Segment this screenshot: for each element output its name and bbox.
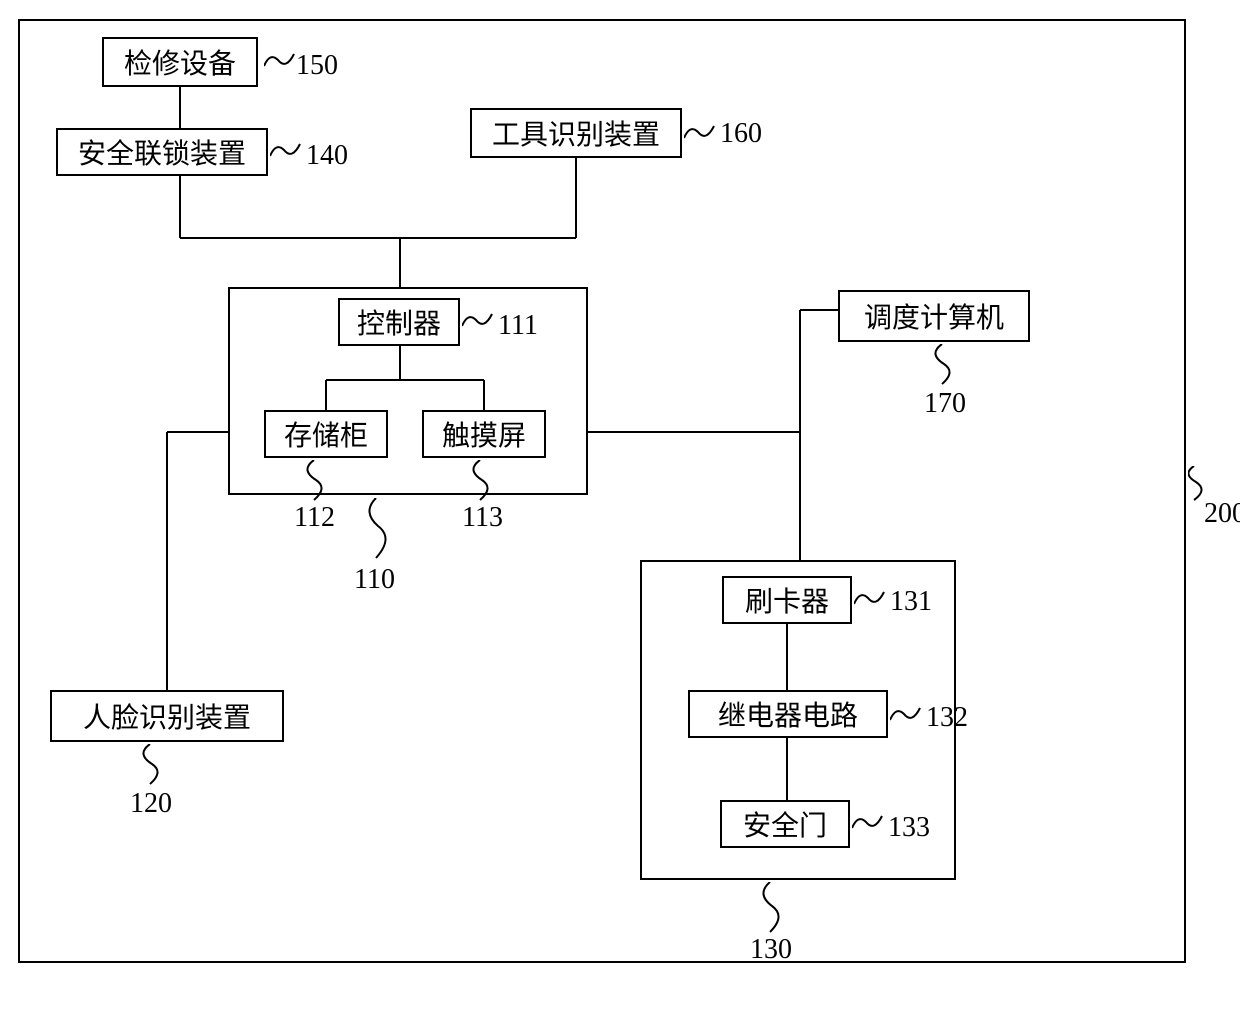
node-120: 人脸识别装置 — [50, 690, 284, 742]
ref-label-112: 112 — [294, 502, 335, 534]
node-113: 触摸屏 — [422, 410, 546, 458]
node-label-133: 安全门 — [743, 804, 827, 844]
node-133: 安全门 — [720, 800, 850, 848]
node-label-160: 工具识别装置 — [492, 113, 660, 153]
ref-label-120: 120 — [130, 788, 172, 820]
ref-label-130: 130 — [750, 934, 792, 966]
node-label-140: 安全联锁装置 — [78, 132, 246, 172]
node-160: 工具识别装置 — [470, 108, 682, 158]
node-112: 存储柜 — [264, 410, 388, 458]
node-label-170: 调度计算机 — [864, 296, 1004, 336]
node-label-120: 人脸识别装置 — [83, 696, 251, 736]
node-170: 调度计算机 — [838, 290, 1030, 342]
node-label-150: 检修设备 — [124, 42, 236, 82]
node-131: 刷卡器 — [722, 576, 852, 624]
ref-label-110: 110 — [354, 564, 395, 596]
node-label-131: 刷卡器 — [745, 580, 829, 620]
node-150: 检修设备 — [102, 37, 258, 87]
ref-label-132: 132 — [926, 702, 968, 734]
ref-label-170: 170 — [924, 388, 966, 420]
ref-label-150: 150 — [296, 50, 338, 82]
ref-label-113: 113 — [462, 502, 503, 534]
node-140: 安全联锁装置 — [56, 128, 268, 176]
node-111: 控制器 — [338, 298, 460, 346]
node-label-113: 触摸屏 — [442, 414, 526, 454]
node-132: 继电器电路 — [688, 690, 888, 738]
ref-label-111: 111 — [498, 310, 538, 342]
node-label-111: 控制器 — [357, 302, 441, 342]
ref-label-140: 140 — [306, 140, 348, 172]
ref-label-160: 160 — [720, 118, 762, 150]
ref-label-133: 133 — [888, 812, 930, 844]
ref-label-200: 200 — [1204, 498, 1240, 530]
node-label-132: 继电器电路 — [718, 694, 858, 734]
node-label-112: 存储柜 — [284, 414, 368, 454]
ref-label-131: 131 — [890, 586, 932, 618]
